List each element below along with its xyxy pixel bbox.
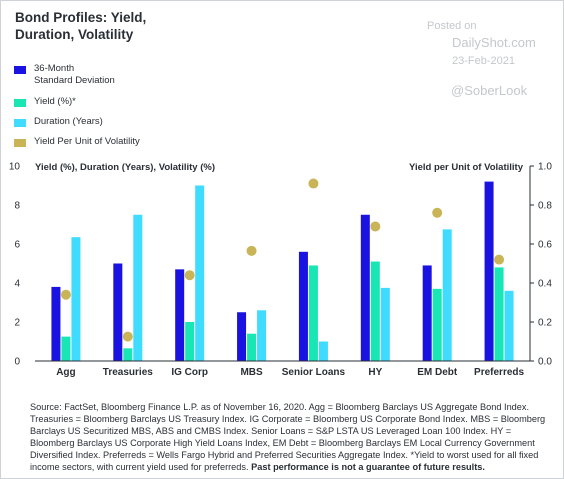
footnote-disclaimer: Past performance is not a guarantee of f… bbox=[251, 462, 485, 472]
bar-36-month-standard-deviation-senior-loans bbox=[298, 251, 308, 361]
x-label-senior-loans: Senior Loans bbox=[282, 367, 346, 378]
bar-36-month-standard-deviation-treasuries bbox=[113, 263, 123, 361]
watermark-date: 23-Feb-2021 bbox=[452, 55, 515, 67]
bar-chart: Yield (%), Duration (Years), Volatility … bbox=[9, 162, 552, 379]
y-axis-label-right: Yield per Unit of Volatility bbox=[409, 162, 524, 173]
y-tick-left-10: 10 bbox=[9, 162, 21, 173]
x-axis-labels: Agg Treasuries IG Corp MBS Senior Loans HY EM … bbox=[56, 367, 524, 378]
watermark-posted: Posted on bbox=[427, 20, 477, 32]
x-label-treasuries: Treasuries bbox=[103, 367, 153, 378]
bar-duration-years-senior-loans bbox=[318, 341, 328, 361]
bar-duration-years-ig-corp bbox=[195, 185, 205, 361]
bar-yield-preferreds bbox=[494, 267, 504, 361]
bar-yield-agg bbox=[61, 336, 71, 361]
bar-yield-senior-loans bbox=[308, 265, 318, 361]
chart-title-line-1: Bond Profiles: Yield, bbox=[15, 10, 147, 25]
marker-yield-per-vol-senior-loans bbox=[308, 178, 319, 189]
marker-yield-per-vol-treasuries bbox=[122, 331, 133, 342]
y-tick-right-0.6: 0.6 bbox=[538, 240, 552, 251]
watermark-site: DailyShot.com bbox=[452, 35, 536, 50]
bar-36-month-standard-deviation-preferreds bbox=[484, 181, 494, 361]
y-tick-right-1.0: 1.0 bbox=[538, 162, 552, 173]
legend-label-yield: Yield (%)* bbox=[34, 96, 76, 107]
bar-yield-hy bbox=[370, 261, 380, 361]
bars bbox=[51, 181, 514, 361]
bar-yield-em-debt bbox=[432, 288, 442, 361]
x-label-hy: HY bbox=[368, 367, 382, 378]
bar-36-month-standard-deviation-agg bbox=[51, 286, 61, 361]
x-label-mbs: MBS bbox=[240, 367, 263, 378]
marker-yield-per-vol-mbs bbox=[246, 245, 257, 256]
marker-yield-per-vol-preferreds bbox=[494, 254, 505, 265]
bar-duration-years-agg bbox=[71, 237, 81, 361]
y-axis-ticks-left: 0 2 4 6 8 10 bbox=[9, 162, 21, 368]
chart-title: Bond Profiles: Yield, Duration, Volatili… bbox=[15, 9, 146, 43]
y-tick-right-0.8: 0.8 bbox=[538, 201, 552, 212]
bar-36-month-standard-deviation-mbs bbox=[237, 312, 247, 361]
chart-title-line-2: Duration, Volatility bbox=[15, 27, 134, 42]
y-tick-left-8: 8 bbox=[14, 201, 20, 212]
y-tick-left-2: 2 bbox=[14, 318, 20, 329]
bar-36-month-standard-deviation-hy bbox=[360, 214, 370, 361]
legend-label-std-dev-line-2: Standard Deviation bbox=[34, 75, 115, 86]
legend-label-std-dev-line-1: 36-Month bbox=[34, 63, 75, 74]
bar-duration-years-preferreds bbox=[504, 290, 514, 361]
bar-duration-years-treasuries bbox=[133, 214, 143, 361]
marker-yield-per-vol-em-debt bbox=[432, 207, 443, 218]
marker-yield-per-vol-ig-corp bbox=[184, 270, 195, 281]
bar-duration-years-em-debt bbox=[442, 229, 452, 361]
y-tick-left-4: 4 bbox=[14, 279, 20, 290]
y-axis-ticks-right: 0.0 0.2 0.4 0.6 0.8 1.0 bbox=[530, 162, 552, 368]
marker-yield-per-vol-hy bbox=[370, 221, 381, 232]
legend-label-yield-per-vol: Yield Per Unit of Volatility bbox=[34, 136, 140, 147]
bar-duration-years-mbs bbox=[257, 310, 267, 361]
x-label-agg: Agg bbox=[56, 367, 75, 378]
legend-label-duration: Duration (Years) bbox=[34, 116, 103, 127]
legend-swatch-std-dev bbox=[14, 66, 26, 74]
y-tick-right-0.0: 0.0 bbox=[538, 357, 552, 368]
bar-36-month-standard-deviation-ig-corp bbox=[175, 269, 185, 361]
x-label-em-debt: EM Debt bbox=[417, 367, 458, 378]
legend-swatch-duration bbox=[14, 119, 26, 127]
x-label-preferreds: Preferreds bbox=[474, 367, 524, 378]
bar-36-month-standard-deviation-em-debt bbox=[422, 265, 432, 361]
legend-swatch-yield bbox=[14, 99, 26, 107]
y-tick-left-6: 6 bbox=[14, 240, 20, 251]
legend-swatch-yield-per-vol bbox=[14, 139, 26, 147]
footnote: Source: FactSet, Bloomberg Finance L.P. … bbox=[30, 401, 554, 473]
marker-yield-per-vol-agg bbox=[60, 289, 71, 300]
x-label-ig-corp: IG Corp bbox=[171, 367, 208, 378]
bar-yield-ig-corp bbox=[185, 322, 195, 361]
bar-duration-years-hy bbox=[380, 287, 390, 361]
y-tick-right-0.4: 0.4 bbox=[538, 279, 552, 290]
bar-yield-treasuries bbox=[123, 348, 133, 361]
y-tick-left-0: 0 bbox=[14, 357, 20, 368]
watermark-handle: @SoberLook bbox=[451, 83, 528, 98]
bar-yield-mbs bbox=[247, 333, 257, 361]
footnote-text: Source: FactSet, Bloomberg Finance L.P. … bbox=[30, 402, 546, 472]
yield-per-vol-markers bbox=[60, 178, 505, 342]
y-tick-right-0.2: 0.2 bbox=[538, 318, 552, 329]
y-axis-label-left: Yield (%), Duration (Years), Volatility … bbox=[35, 162, 215, 173]
